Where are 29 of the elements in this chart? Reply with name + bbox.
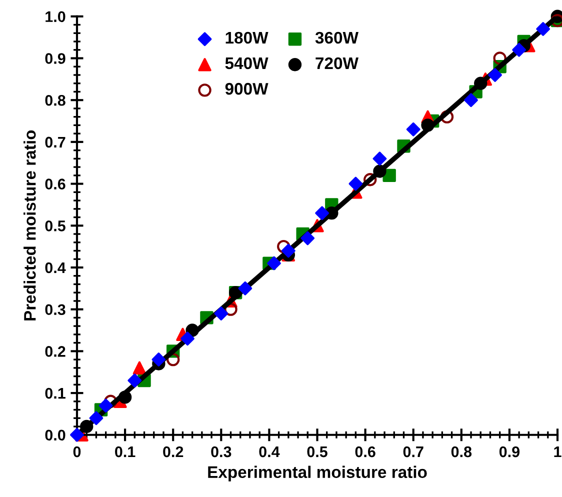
x-tick-label: 0.1 <box>115 446 136 458</box>
legend-label: 900W <box>225 82 268 95</box>
x-axis-title: Experimental moisture ratio <box>208 466 427 482</box>
legend-label: 720W <box>316 57 358 70</box>
y-tick-label: 1.0 <box>46 11 66 22</box>
y-axis-title: Predicted moisture ratio <box>24 130 36 320</box>
y-tick-label: 0.2 <box>45 346 66 357</box>
y-tick-label: 0.3 <box>45 304 66 316</box>
x-tick-label: 0.3 <box>211 446 232 458</box>
y-tick-label: 0.6 <box>45 178 66 190</box>
y-tick-label: 0.8 <box>45 94 66 106</box>
x-tick-label: 1 <box>554 446 562 458</box>
legend-label: 360W <box>315 32 358 44</box>
y-tick-label: 0.5 <box>45 220 66 232</box>
x-tick-label: 0.9 <box>499 446 520 458</box>
x-tick-label: 0.6 <box>355 446 376 458</box>
y-tick-label: 0.0 <box>45 430 66 441</box>
x-tick-label: 0.5 <box>307 446 328 458</box>
x-tick-label: 0 <box>73 446 81 458</box>
y-tick-label: 0.7 <box>45 136 66 148</box>
y-tick-label: 0.9 <box>45 53 66 64</box>
y-tick-label: 0.1 <box>45 388 66 399</box>
x-tick-label: 0.2 <box>163 446 184 458</box>
legend-label: 540W <box>225 57 268 70</box>
legend-label: 180W <box>226 32 268 44</box>
x-tick-label: 0.8 <box>451 446 472 458</box>
x-tick-label: 0.7 <box>403 446 424 458</box>
y-tick-label: 0.4 <box>45 262 66 274</box>
x-tick-label: 0.4 <box>259 446 280 458</box>
